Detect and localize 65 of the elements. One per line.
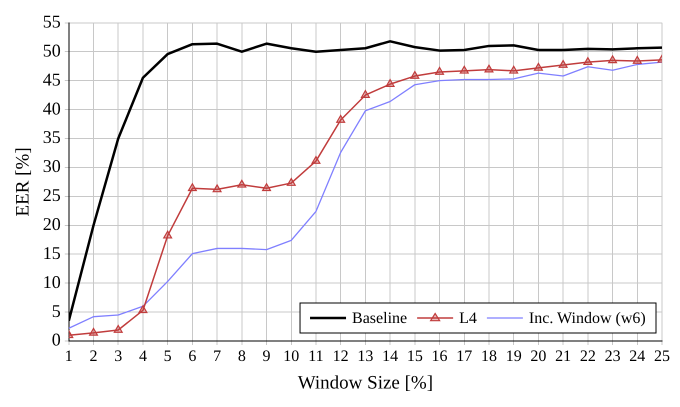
x-tick-label: 14 <box>382 348 398 365</box>
point <box>435 66 444 75</box>
x-tick-label: 3 <box>114 348 122 365</box>
x-tick-label: 23 <box>604 348 621 365</box>
point <box>163 230 172 239</box>
point <box>509 66 518 74</box>
x-tick-label: 20 <box>530 348 546 365</box>
point <box>534 62 543 71</box>
point <box>583 57 592 65</box>
y-tick-label: 30 <box>42 156 61 176</box>
x-tick-label: 17 <box>456 348 472 365</box>
point <box>410 70 420 79</box>
x-tick-label: 13 <box>357 348 374 365</box>
x-tick-label: 7 <box>213 348 222 365</box>
y-tick-label: 50 <box>42 40 61 60</box>
x-tick-label: 25 <box>654 348 670 365</box>
point <box>114 324 123 333</box>
point <box>138 305 148 314</box>
point <box>484 64 494 73</box>
y-tick-label: 35 <box>42 127 61 148</box>
x-tick-label: 8 <box>238 348 246 365</box>
point <box>608 55 618 64</box>
x-tick-label: 5 <box>164 348 172 365</box>
y-axis-title: EER [%] <box>12 147 34 216</box>
y-tick-label: 15 <box>42 242 61 263</box>
x-tick-label: 2 <box>90 348 98 365</box>
point <box>188 183 197 192</box>
point <box>386 79 395 87</box>
x-tick-label: 21 <box>555 348 572 365</box>
x-tick-label: 6 <box>188 348 196 365</box>
x-tick-label: 11 <box>308 348 324 365</box>
legend-label: Inc. Window (w6) <box>528 310 646 328</box>
x-tick-label: 19 <box>506 348 522 365</box>
x-tick-label: 1 <box>64 348 73 365</box>
point <box>336 114 346 123</box>
y-tick-label: 20 <box>42 214 61 234</box>
point <box>311 156 320 164</box>
y-tick-label: 45 <box>42 69 61 90</box>
point <box>460 66 469 74</box>
y-tick-label: 5 <box>52 300 61 321</box>
point <box>360 90 370 98</box>
y-tick-label: 25 <box>42 185 61 206</box>
point <box>632 56 642 64</box>
point <box>286 178 296 186</box>
point <box>558 60 568 68</box>
legend-label: L4 <box>459 310 477 328</box>
y-tick-label: 10 <box>42 272 61 292</box>
point <box>89 328 98 336</box>
y-tick-label: 0 <box>52 330 61 350</box>
x-tick-label: 22 <box>580 348 596 365</box>
x-tick-label: 10 <box>283 348 300 365</box>
point <box>262 183 272 192</box>
x-tick-label: 9 <box>262 348 271 365</box>
y-tick-label: 55 <box>42 12 61 32</box>
point <box>237 180 246 188</box>
x-tick-label: 16 <box>432 348 448 365</box>
x-tick-label: 12 <box>332 348 349 365</box>
x-tick-label: 18 <box>480 348 497 365</box>
x-tick-label: 15 <box>406 348 423 365</box>
point <box>212 184 222 192</box>
x-tick-label: 4 <box>138 348 147 365</box>
x-tick-label: 24 <box>629 348 646 365</box>
y-tick-label: 40 <box>42 98 61 118</box>
x-axis-title: Window Size [%] <box>298 372 434 394</box>
legend-label: Baseline <box>352 310 408 328</box>
